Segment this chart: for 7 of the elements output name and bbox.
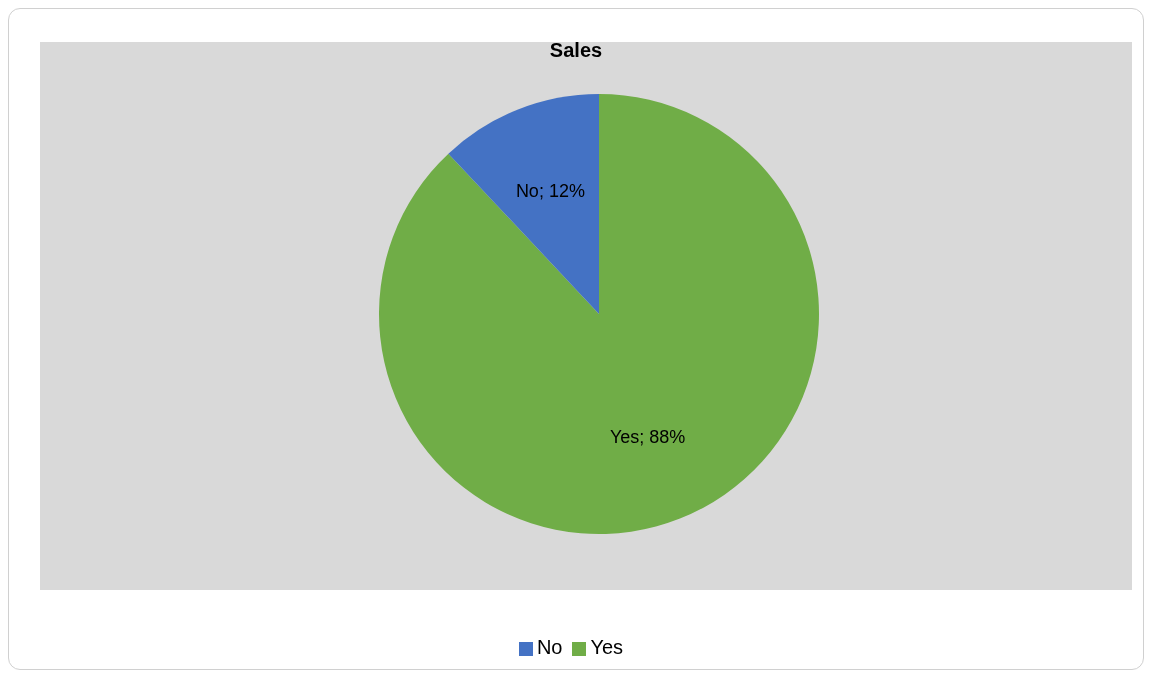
chart-title: Sales: [548, 39, 604, 62]
pie-slice: [379, 94, 819, 534]
legend-label: No: [536, 636, 563, 658]
data-label: No; 12%: [515, 181, 585, 202]
legend-label: Yes: [590, 636, 624, 658]
data-label: Yes; 88%: [609, 426, 686, 447]
pie-slice: [448, 94, 599, 314]
